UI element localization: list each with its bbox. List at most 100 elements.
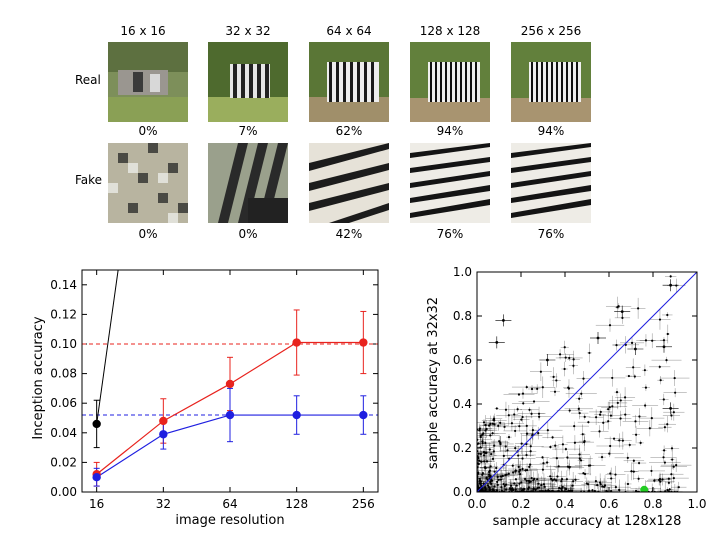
sample-point xyxy=(546,358,549,362)
sample-point xyxy=(612,437,616,440)
sample-point xyxy=(671,458,674,461)
sample-point xyxy=(667,481,671,484)
sample-point xyxy=(503,484,506,488)
real-accuracy-128: 94% xyxy=(436,124,464,138)
sample-point xyxy=(651,339,654,342)
sample-point xyxy=(505,473,508,476)
sample-point xyxy=(523,477,527,481)
sample-point xyxy=(672,411,675,414)
sample-point xyxy=(566,465,570,468)
real-image-128 xyxy=(410,42,490,122)
sample-point xyxy=(487,473,491,476)
sample-point xyxy=(516,408,519,411)
x-tick-label: 16 xyxy=(89,497,104,511)
fake-accuracy-256: 76% xyxy=(537,227,565,241)
sample-point xyxy=(589,464,592,467)
sample-point xyxy=(543,485,546,488)
sample-point xyxy=(496,483,499,486)
sample-point xyxy=(633,375,636,378)
data-point xyxy=(92,473,101,482)
sample-point xyxy=(566,456,569,459)
sample-point xyxy=(572,358,575,361)
sample-point xyxy=(594,480,598,483)
sample-point xyxy=(580,392,583,395)
x-tick-label: 0.4 xyxy=(555,497,574,511)
sample-point xyxy=(554,444,557,447)
sample-point xyxy=(587,483,590,486)
sample-point xyxy=(481,433,484,436)
sample-point xyxy=(521,392,525,395)
sample-point xyxy=(611,405,614,408)
sample-point xyxy=(502,482,505,486)
sample-point xyxy=(643,369,646,372)
data-point xyxy=(225,379,235,389)
sample-point xyxy=(497,478,500,481)
real-image-16 xyxy=(108,42,188,122)
sample-point xyxy=(484,488,487,491)
sample-point xyxy=(599,481,602,484)
sample-point xyxy=(499,475,503,478)
real-image-256 xyxy=(511,42,591,122)
real-accuracy-16: 0% xyxy=(138,124,158,138)
line-chart-xlabel: image resolution xyxy=(175,513,284,528)
sample-point xyxy=(670,447,674,450)
sample-point xyxy=(504,445,507,448)
sample-point xyxy=(504,408,508,411)
sample-point xyxy=(512,471,515,474)
sample-point xyxy=(551,479,554,482)
sample-point xyxy=(529,480,532,483)
sample-point xyxy=(644,386,648,389)
sample-point xyxy=(509,487,512,490)
sample-point xyxy=(549,475,552,478)
sample-point xyxy=(666,488,669,492)
x-tick-label: 0.0 xyxy=(467,497,486,511)
sample-point xyxy=(517,393,521,396)
sample-point xyxy=(614,486,617,489)
sample-point xyxy=(555,457,558,460)
sample-point xyxy=(520,442,523,445)
sample-point xyxy=(582,377,585,380)
sample-point xyxy=(480,460,483,463)
sample-point xyxy=(583,472,587,476)
sample-point xyxy=(482,421,486,424)
sample-point xyxy=(673,376,676,380)
sample-point xyxy=(515,484,518,487)
sample-point xyxy=(525,453,528,457)
sample-point xyxy=(486,478,489,481)
sample-point xyxy=(484,466,487,469)
row-label-real: Real xyxy=(75,73,101,87)
sample-point xyxy=(477,471,480,474)
sample-point xyxy=(600,456,604,459)
sample-point xyxy=(538,415,541,418)
sample-point xyxy=(579,459,583,462)
plot-frame xyxy=(81,269,379,493)
sample-point xyxy=(536,387,539,390)
sample-point xyxy=(560,489,563,492)
sample-point xyxy=(666,332,669,336)
sample-point xyxy=(500,486,503,489)
sample-point xyxy=(672,465,675,468)
sample-point xyxy=(481,472,484,475)
sample-point xyxy=(482,454,486,457)
sample-point xyxy=(583,441,586,444)
sample-point xyxy=(572,480,575,483)
sample-point xyxy=(509,484,513,487)
x-tick-label: 0.8 xyxy=(643,497,662,511)
sample-point xyxy=(619,399,622,402)
sample-point xyxy=(514,470,517,473)
sample-point xyxy=(499,478,503,481)
sample-point xyxy=(553,390,557,393)
sample-point xyxy=(542,483,546,486)
y-tick-label: 1.0 xyxy=(453,265,472,279)
fake-image-256 xyxy=(511,143,591,223)
sample-point xyxy=(675,284,678,287)
sample-point xyxy=(621,439,624,442)
sample-point xyxy=(616,306,619,309)
sample-point xyxy=(493,470,496,473)
sample-point xyxy=(662,339,666,342)
fake-image-32 xyxy=(208,143,288,223)
sample-point xyxy=(493,419,496,422)
sample-accuracy-scatter: sample accuracy at 32x32 sample accuracy… xyxy=(426,265,707,529)
sample-point xyxy=(578,457,581,460)
sample-point xyxy=(477,456,480,460)
